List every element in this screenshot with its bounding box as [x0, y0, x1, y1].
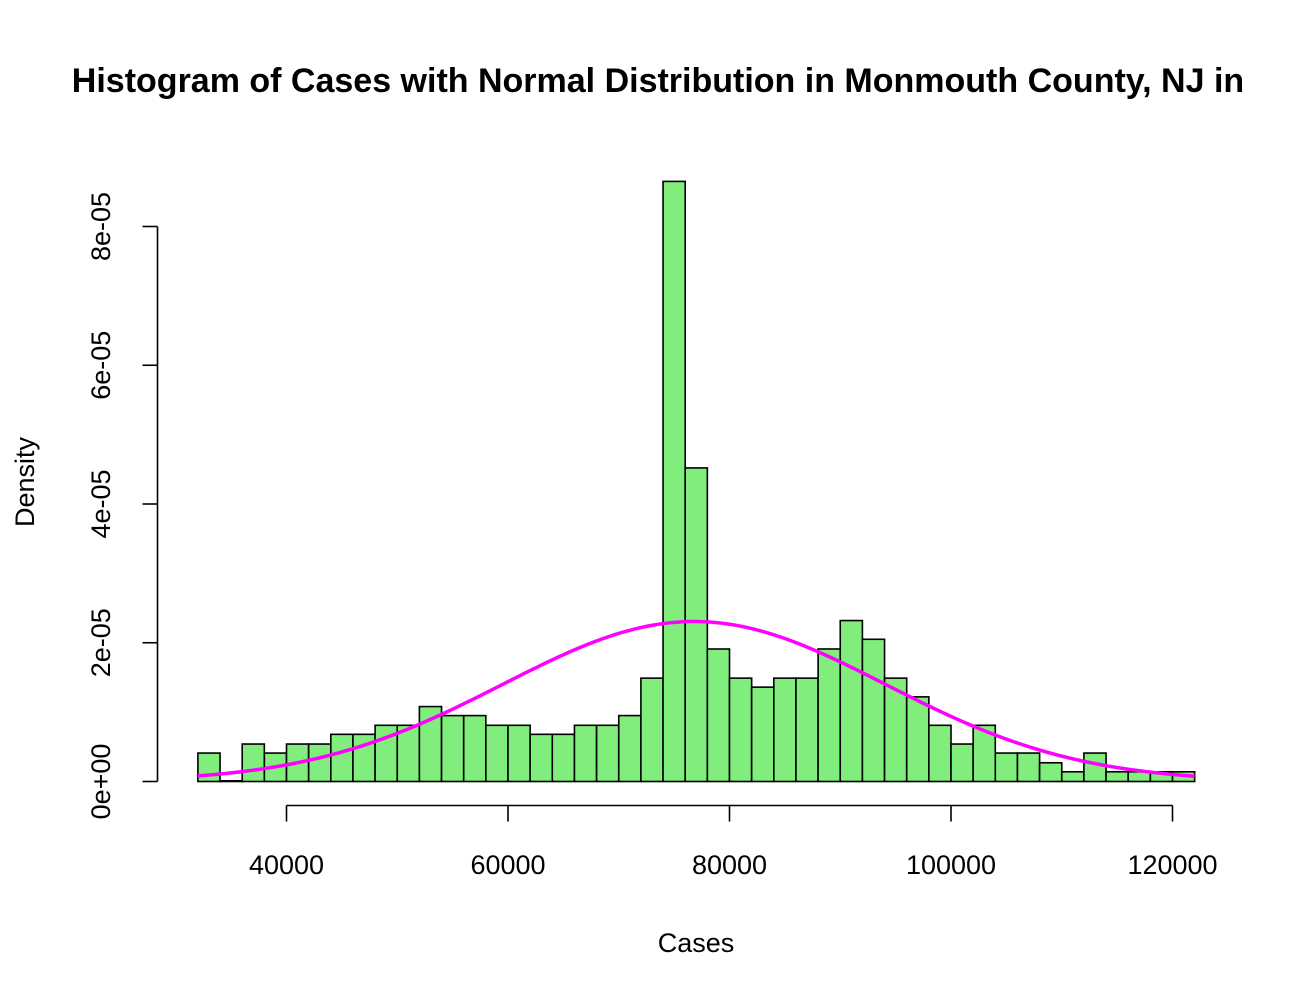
- histogram-bar: [307, 743, 332, 783]
- x-tick-label: 100000: [906, 850, 996, 880]
- histogram-bar: [507, 724, 531, 783]
- histogram-bar: [817, 648, 842, 783]
- y-tick-label: 4e-05: [86, 469, 116, 538]
- histogram-bar: [905, 696, 930, 783]
- normal-distribution-curve: [197, 619, 1195, 778]
- histogram-bar: [928, 724, 952, 783]
- histogram-bar: [1060, 770, 1085, 783]
- histogram-bar: [994, 752, 1019, 783]
- histogram-bar: [839, 619, 864, 783]
- histogram-bars: [197, 180, 1196, 783]
- x-tick-label: 80000: [692, 850, 767, 880]
- histogram-bar: [1038, 761, 1063, 783]
- y-tick-label: 6e-05: [86, 331, 116, 400]
- histogram-bar: [529, 733, 554, 783]
- histogram-bar: [241, 743, 266, 783]
- histogram-bar: [617, 714, 642, 783]
- y-axis: 0e+00 2e-05 4e-05 6e-05 8e-05: [86, 192, 159, 820]
- histogram-bar: [662, 180, 686, 783]
- histogram-bar: [485, 724, 509, 783]
- histogram-bar: [640, 677, 664, 783]
- histogram-bar: [772, 677, 797, 783]
- histogram-bar: [684, 467, 709, 783]
- histogram-bar: [728, 677, 753, 783]
- x-tick-label: 60000: [470, 850, 545, 880]
- histogram-bar: [1083, 752, 1107, 783]
- chart-title: Histogram of Cases with Normal Distribut…: [72, 62, 1244, 100]
- histogram-bar: [950, 743, 974, 783]
- y-axis-label: Density: [10, 436, 40, 527]
- y-tick-label: 2e-05: [86, 608, 116, 677]
- x-axis: 40000 60000 80000 100000 120000: [249, 804, 1218, 880]
- histogram-bar: [219, 780, 244, 783]
- histogram-bar: [462, 714, 487, 783]
- histogram-bar: [1016, 752, 1041, 783]
- y-tick-label: 0e+00: [86, 744, 116, 820]
- x-tick-label: 120000: [1127, 850, 1217, 880]
- histogram-bar: [861, 638, 886, 783]
- histogram-bar: [706, 648, 731, 783]
- histogram-bar: [795, 677, 819, 783]
- histogram-bar: [750, 686, 775, 783]
- y-tick-label: 8e-05: [86, 192, 116, 261]
- histogram-bar: [551, 733, 576, 783]
- histogram-bar: [573, 724, 598, 783]
- histogram-bar: [329, 733, 354, 783]
- histogram-bar: [1105, 770, 1130, 783]
- histogram-bar: [440, 714, 465, 783]
- x-axis-label: Cases: [658, 928, 735, 958]
- histogram-bar: [595, 724, 620, 783]
- x-tick-label: 40000: [249, 850, 324, 880]
